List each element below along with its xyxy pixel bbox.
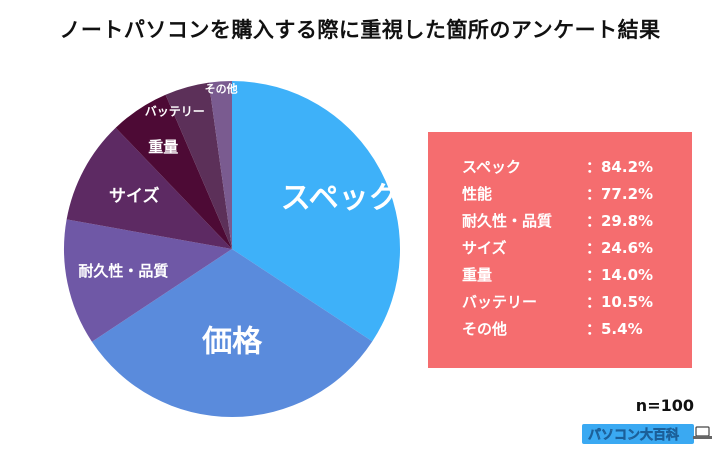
- legend-value: ：5.4%: [586, 320, 643, 338]
- sample-size: n=100: [635, 396, 694, 415]
- legend-label: サイズ: [462, 239, 507, 257]
- brand-logo: パソコン大百科: [582, 424, 712, 444]
- pie-slice: [232, 81, 400, 342]
- pie-slice: [66, 127, 232, 249]
- legend-label: 重量: [462, 266, 493, 284]
- legend-label: 耐久性・品質: [462, 212, 553, 230]
- legend-value: ：24.6%: [586, 239, 654, 257]
- logo-text: パソコン大百科: [588, 427, 679, 443]
- laptop-icon: [693, 426, 712, 439]
- slice-label: バッテリー: [145, 105, 205, 119]
- slice-label: 重量: [148, 138, 178, 156]
- slice-label: その他: [205, 82, 238, 96]
- pie-slices: [64, 81, 400, 418]
- pie-slice: [64, 219, 233, 342]
- legend-value: ：10.5%: [586, 293, 654, 311]
- pie-slice: [91, 249, 373, 418]
- legend-label: バッテリー: [462, 293, 538, 311]
- slice-label: サイズ: [109, 186, 160, 207]
- pie-slice: [165, 82, 232, 249]
- slice-label: 耐久性・品質: [78, 262, 168, 280]
- pie-slice: [208, 81, 232, 249]
- legend-value: ：29.8%: [586, 212, 654, 230]
- slice-label: スペック: [281, 181, 399, 216]
- slice-label: 価格: [201, 325, 263, 360]
- legend-label: 性能: [462, 185, 493, 203]
- pie-slice: [115, 94, 232, 249]
- legend-label: スペック: [462, 158, 521, 176]
- chart-title: ノートパソコンを購入する際に重視した箇所のアンケート結果: [59, 18, 661, 42]
- legend-value: ：14.0%: [586, 266, 654, 284]
- legend-label: その他: [462, 320, 508, 338]
- legend-value: ：77.2%: [586, 185, 654, 203]
- legend-value: ：84.2%: [586, 158, 654, 176]
- legend-box: スペック ：84.2% 性能 ：77.2% 耐久性・品質 ：29.8% サイズ …: [428, 132, 692, 368]
